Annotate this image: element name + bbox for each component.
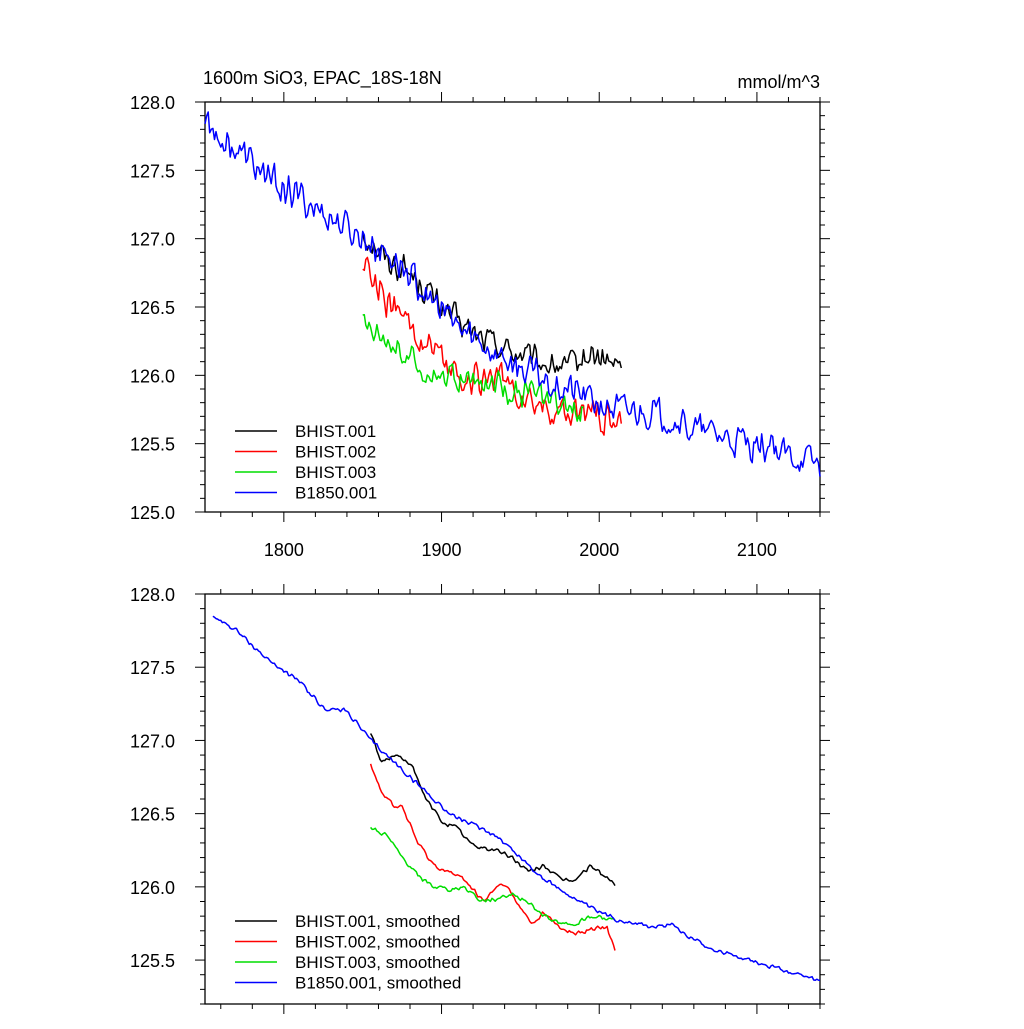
bottom-panel: 125.5 126.0 126.5 127.0 127.5 128.0 BHIST.001,…	[130, 584, 830, 1014]
x-tick-label: 2000	[579, 540, 619, 560]
y-tick-label: 127.0	[130, 731, 175, 751]
series-line-b1850-001-smoothed	[212, 615, 821, 982]
top-panel: 1600m SiO3, EPAC_18S-18N mmol/m^3 1800 19…	[130, 68, 830, 560]
series-line-b1850-001	[204, 111, 821, 477]
plot-area: 1800 1900 2000 2100 125.0 125.5 126.0 126.5 127.…	[130, 92, 830, 560]
y-tick-label: 126.0	[130, 878, 175, 898]
series-line-bhist-003-smoothed	[370, 826, 616, 927]
y-tick-label: 125.0	[130, 503, 175, 523]
y-tick-label: 127.0	[130, 230, 175, 250]
legend-label: B1850.001	[295, 484, 377, 503]
y-tick-label: 125.5	[130, 951, 175, 971]
x-tick-label: 1900	[422, 540, 462, 560]
legend-label: BHIST.001	[295, 422, 376, 441]
y-tick-label: 127.5	[130, 161, 175, 181]
legend-label: BHIST.003, smoothed	[295, 953, 460, 972]
y-tick-label: 127.5	[130, 658, 175, 678]
y-tick-label: 128.0	[130, 93, 175, 113]
y-tick-label: 126.5	[130, 805, 175, 825]
x-tick-label: 1800	[264, 540, 304, 560]
series-line-bhist-003	[362, 313, 584, 422]
x-tick-label: 2100	[737, 540, 777, 560]
series-line-bhist-002-smoothed	[369, 763, 616, 951]
chart-title: 1600m SiO3, EPAC_18S-18N	[203, 68, 442, 89]
legend-label: BHIST.003	[295, 463, 376, 482]
y-tick-label: 125.5	[130, 435, 175, 455]
series-line-bhist-002	[362, 256, 623, 436]
y-axis-ticks	[195, 101, 830, 513]
y-axis-ticks	[195, 593, 830, 1005]
units-label: mmol/m^3	[738, 72, 820, 92]
y-tick-label: 126.5	[130, 298, 175, 318]
legend-label: B1850.001, smoothed	[295, 974, 461, 993]
x-axis-ticks	[220, 92, 821, 522]
x-axis-ticks	[220, 584, 821, 1014]
plot-area: 125.5 126.0 126.5 127.0 127.5 128.0 BHIST.001,…	[130, 584, 830, 1014]
legend-label: BHIST.002, smoothed	[295, 933, 460, 952]
legend: BHIST.001, smoothed BHIST.002, smoothedBH…	[235, 912, 461, 993]
y-tick-label: 126.0	[130, 366, 175, 386]
series-line-bhist-001	[361, 233, 623, 374]
legend-label: BHIST.002	[295, 443, 376, 462]
y-tick-label: 128.0	[130, 585, 175, 605]
legend-label: BHIST.001, smoothed	[295, 912, 460, 931]
series-line-bhist-001-smoothed	[369, 733, 616, 886]
